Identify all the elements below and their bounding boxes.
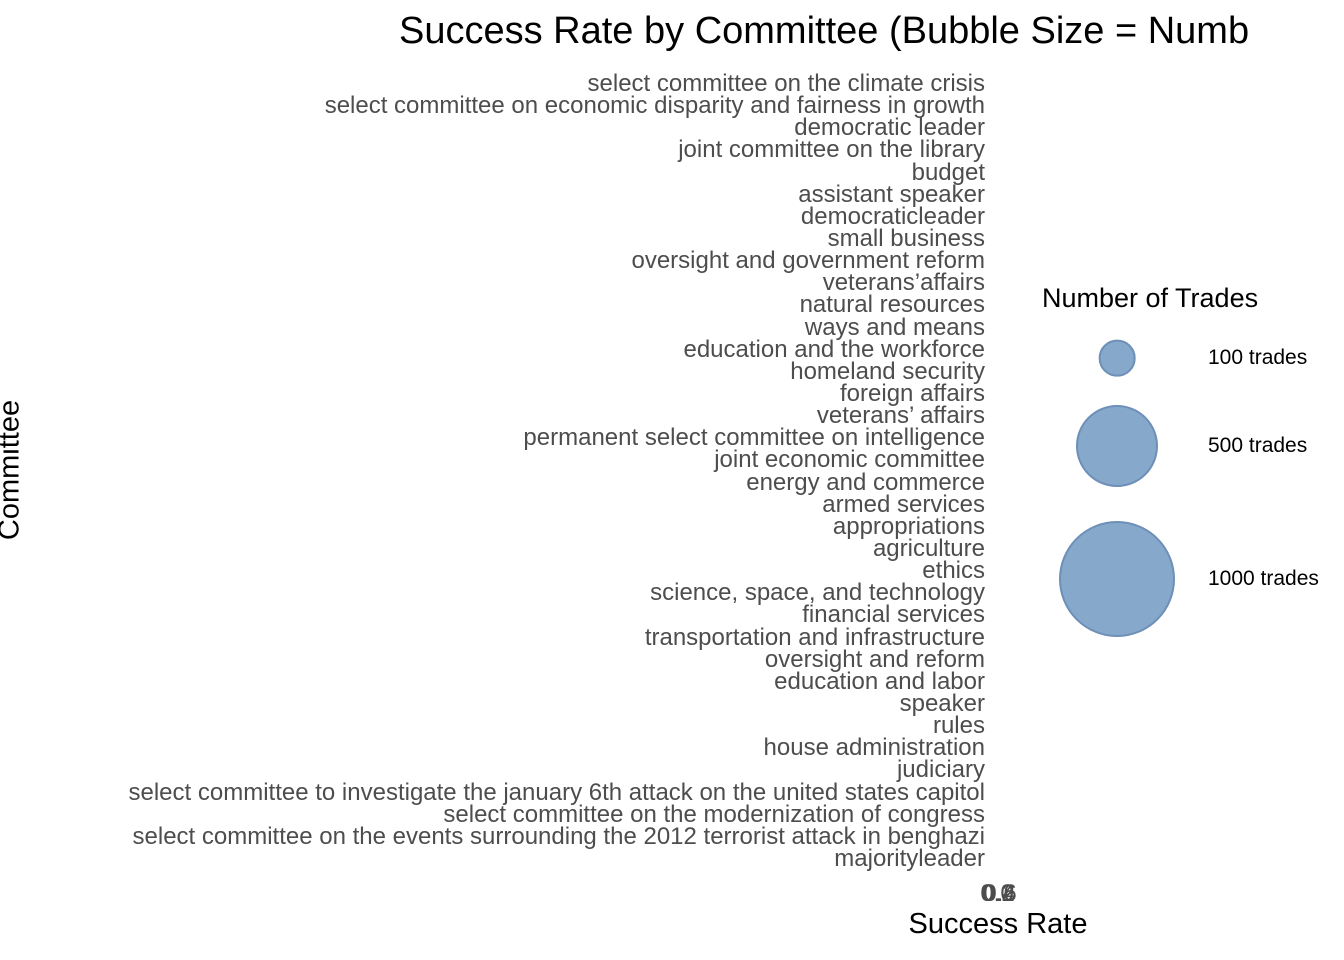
y-tick-label: speaker <box>899 690 985 717</box>
y-tick-label: assistant speaker <box>798 180 985 208</box>
y-tick-label: budget <box>911 158 985 186</box>
y-tick-label: ethics <box>922 557 985 585</box>
y-tick-label: education and labor <box>774 667 985 695</box>
y-tick-label: energy and commerce <box>746 468 985 496</box>
y-tick-label: armed services <box>822 490 985 518</box>
y-tick-label: financial services <box>802 601 985 629</box>
y-tick-label: veterans’ affairs <box>816 402 985 430</box>
y-tick-label: judiciary <box>896 756 985 784</box>
y-tick-label: foreign affairs <box>840 380 985 407</box>
y-tick-label: select committee on economic disparity a… <box>324 92 985 120</box>
y-tick-label: rules <box>932 712 985 740</box>
y-tick-label: oversight and reform <box>764 645 985 673</box>
x-tick-label: 0.2 <box>981 880 1015 907</box>
y-tick-label: joint economic committee <box>714 446 985 474</box>
legend-label: 500 trades <box>1208 434 1308 457</box>
y-tick-label: joint committee on the library <box>678 136 985 164</box>
y-tick-label: science, space, and technology <box>650 579 985 607</box>
legend-label: 100 trades <box>1208 346 1308 369</box>
y-tick-label: veterans’affairs <box>822 269 985 297</box>
y-tick-label: majorityleader <box>834 845 985 872</box>
y-tick-label: homeland security <box>790 357 985 385</box>
y-tick-label: ways and means <box>804 313 985 341</box>
y-tick-label: oversight and government reform <box>631 247 985 275</box>
legend: Number of Trades 100 trades 500 trades 100… <box>1042 283 1342 663</box>
x-tick-label: 0.0 <box>980 880 1014 907</box>
y-tick-label: select committee on the events surroundi… <box>132 822 985 850</box>
x-tick-label: 0.4 <box>982 880 1016 907</box>
legend-label: 1000 trades <box>1208 567 1319 590</box>
y-tick-label: democratic leader <box>794 114 985 142</box>
chart-title: Success Rate by Committee (Bubble Size =… <box>399 10 1250 52</box>
y-tick-label: transportation and infrastructure <box>644 623 985 651</box>
y-tick-label: appropriations <box>832 512 985 540</box>
y-tick-label: permanent select committee on intelligen… <box>523 424 985 452</box>
x-axis-label: Success Rate <box>908 908 1088 940</box>
y-tick-label: select committee on the climate crisis <box>587 70 985 97</box>
x-tick-label: 0.6 <box>983 880 1017 907</box>
y-tick-label: natural resources <box>799 291 985 319</box>
legend-bubble <box>1059 521 1175 637</box>
y-tick-label: house administration <box>763 734 985 762</box>
legend-bubble <box>1075 404 1159 488</box>
legend-title: Number of Trades <box>1042 283 1259 313</box>
y-tick-label: agriculture <box>872 535 985 562</box>
y-tick-label: select committee on the modernization of… <box>443 800 985 828</box>
y-tick-label: democraticleader <box>800 202 985 230</box>
y-tick-labels: select committee on the climate crisis se… <box>128 70 986 872</box>
y-tick-label: select committee to investigate the janu… <box>128 778 986 806</box>
y-tick-label: small business <box>827 225 985 252</box>
legend-bubble <box>1098 339 1136 377</box>
y-tick-label: education and the workforce <box>683 335 985 363</box>
